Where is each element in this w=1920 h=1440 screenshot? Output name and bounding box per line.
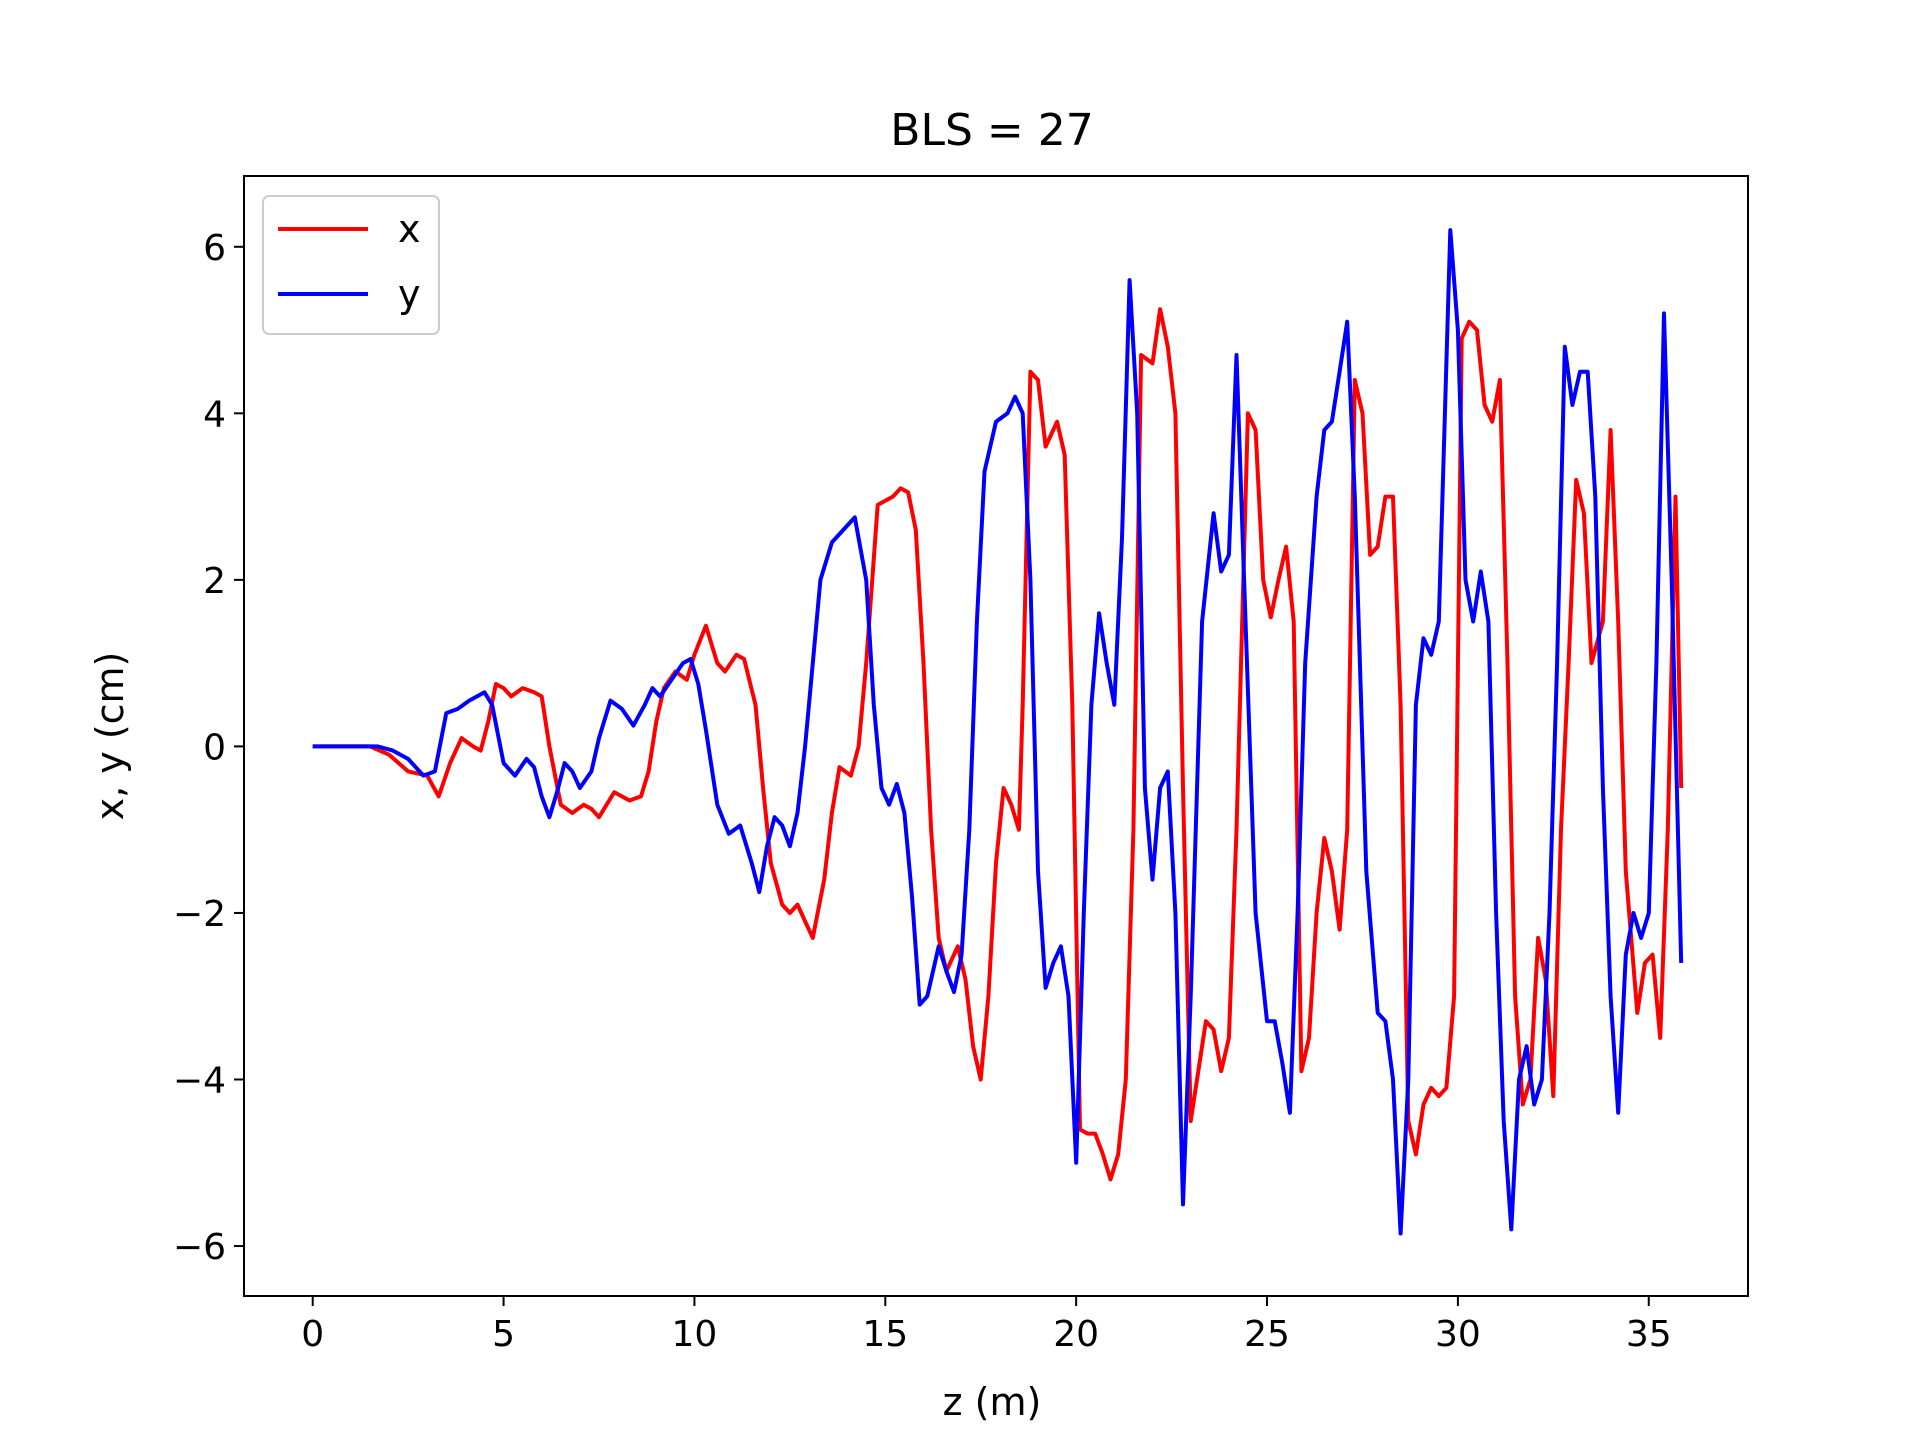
x-axis-label: z (m)	[943, 1380, 1042, 1424]
series-line-x	[312, 307, 1684, 1182]
y-tick-label: 2	[203, 561, 226, 602]
x-tick-label: 5	[492, 1314, 515, 1355]
series-line-y	[312, 228, 1684, 1236]
chart-title: BLS = 27	[890, 105, 1093, 156]
y-tick-label: −2	[173, 894, 226, 935]
x-tick-label: 30	[1435, 1314, 1481, 1355]
legend-label-x: x	[398, 207, 421, 251]
legend: x y	[262, 195, 440, 335]
x-tick-label: 0	[301, 1314, 324, 1355]
x-tick-label: 15	[862, 1314, 908, 1355]
x-axis-ticks: 0 5 10 15 20 25 30 35	[301, 1296, 1672, 1355]
legend-label-y: y	[398, 272, 421, 316]
y-tick-label: −4	[173, 1060, 226, 1101]
plot-frame	[243, 175, 1749, 1297]
y-axis-ticks: −6 −4 −2 0 2 4 6	[173, 228, 244, 1268]
x-tick-label: 35	[1626, 1314, 1672, 1355]
y-tick-label: 4	[203, 394, 226, 435]
y-tick-label: 0	[203, 727, 226, 768]
x-tick-label: 20	[1053, 1314, 1099, 1355]
x-tick-label: 25	[1244, 1314, 1290, 1355]
y-tick-label: 6	[203, 228, 226, 269]
x-tick-label: 10	[672, 1314, 718, 1355]
y-tick-label: −6	[173, 1227, 226, 1268]
series-layer	[312, 228, 1684, 1236]
y-axis-label: x, y (cm)	[88, 652, 132, 821]
